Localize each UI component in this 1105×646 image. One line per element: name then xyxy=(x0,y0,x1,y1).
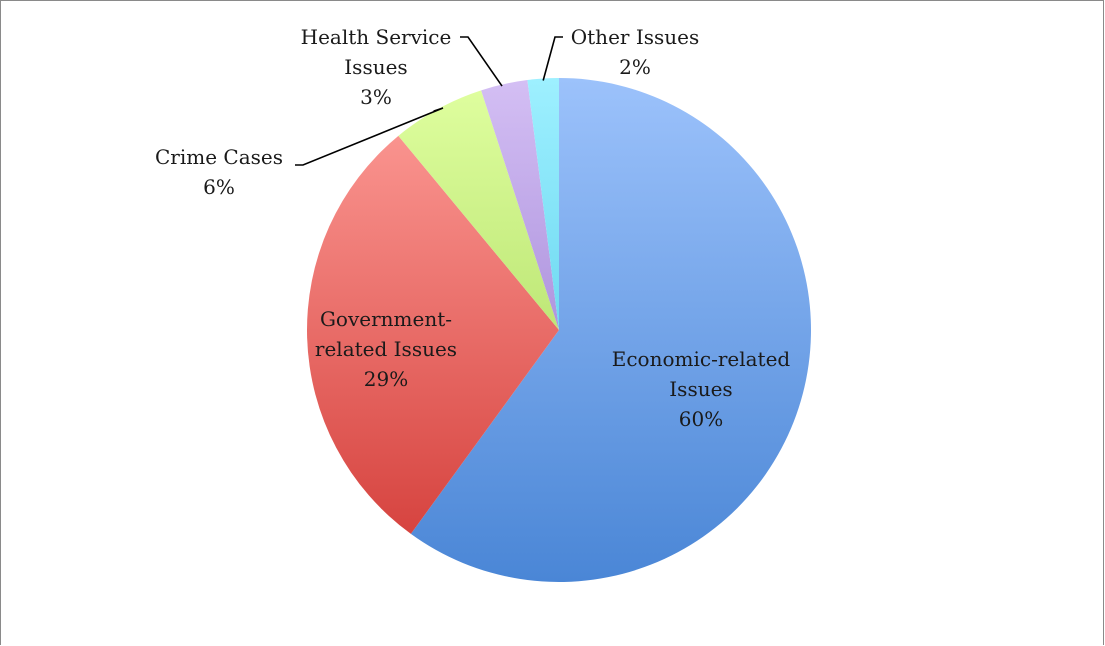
category-label: related Issues xyxy=(315,337,457,361)
value-label: 6% xyxy=(203,175,235,199)
category-label: Other Issues xyxy=(571,25,699,49)
label-government-related-issues: Government-related Issues 29% xyxy=(315,307,457,391)
slice-health-service-issues xyxy=(481,79,559,331)
slice-crime-cases xyxy=(398,90,559,330)
labels-layer: Economic-related Issues 60% Government-rela… xyxy=(155,25,790,431)
value-label: 3% xyxy=(360,85,392,109)
leader-line-other-issues xyxy=(542,36,563,81)
slice-economic-related-issues xyxy=(410,78,811,582)
category-label: Government- xyxy=(320,307,452,331)
category-label: Health Service xyxy=(301,25,452,49)
leader-line-health-service-issues xyxy=(460,36,503,87)
value-label: 2% xyxy=(619,55,651,79)
label-economic-related-issues: Economic-related Issues 60% xyxy=(612,347,791,431)
leader-line-crime-cases xyxy=(295,107,444,166)
label-crime-cases: Crime Cases 6% xyxy=(155,145,283,199)
value-label: 60% xyxy=(679,407,723,431)
label-other-issues: Other Issues 2% xyxy=(571,25,699,79)
category-label: Crime Cases xyxy=(155,145,283,169)
category-label: Economic-related xyxy=(612,347,791,371)
slice-government-related-issues xyxy=(307,135,559,534)
leader-lines xyxy=(295,36,563,166)
label-health-service-issues: Health Service Issues 3% xyxy=(301,25,452,109)
category-label: Issues xyxy=(669,377,732,401)
category-label: Issues xyxy=(344,55,407,79)
slices-layer xyxy=(307,78,811,582)
slice-other-issues xyxy=(527,78,559,330)
value-label: 29% xyxy=(364,367,408,391)
